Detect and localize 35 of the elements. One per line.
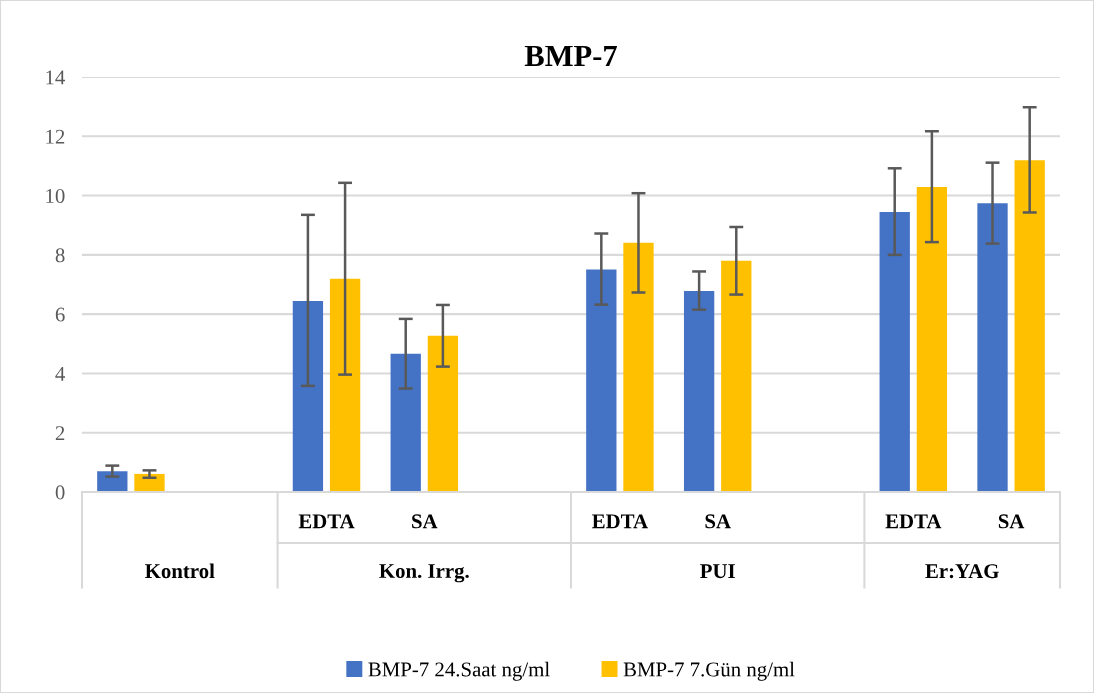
x-tick-label: EDTA bbox=[885, 514, 942, 529]
y-tick-label: 2 bbox=[55, 426, 65, 440]
text: Kontrol bbox=[145, 563, 215, 579]
x-tick-label: EDTA bbox=[592, 514, 648, 529]
bar bbox=[292, 301, 324, 492]
text: Kon. Irrg. bbox=[379, 564, 469, 583]
text: Er:YAG bbox=[925, 564, 999, 579]
y-tick-label: 14 bbox=[46, 70, 66, 85]
text: PUI bbox=[700, 564, 735, 579]
bar bbox=[721, 260, 752, 492]
bar bbox=[683, 291, 715, 492]
bar bbox=[586, 269, 617, 492]
x-tick-label: EDTA bbox=[298, 514, 355, 529]
x-tick-label: SA bbox=[998, 514, 1025, 529]
y-tick-label: 12 bbox=[46, 129, 65, 144]
x-tick-label: SA bbox=[705, 514, 731, 529]
bar bbox=[329, 278, 361, 492]
y-tick-label: 10 bbox=[46, 188, 65, 203]
y-tick-label: 6 bbox=[55, 307, 65, 322]
y-tick-label: 4 bbox=[55, 366, 66, 381]
bar bbox=[623, 242, 654, 492]
y-tick-label: 0 bbox=[55, 485, 65, 500]
legend-label: BMP-7 24.Saat ng/ml bbox=[368, 661, 550, 681]
bar bbox=[879, 211, 910, 492]
bar bbox=[134, 473, 165, 492]
chart-title: BMP-7 bbox=[524, 45, 617, 66]
x-tick-label: SA bbox=[412, 514, 438, 529]
bar bbox=[977, 203, 1008, 492]
y-tick-label: 8 bbox=[55, 248, 65, 263]
bar bbox=[916, 186, 948, 492]
bar bbox=[390, 353, 421, 492]
legend-label: BMP-7 7.Gün ng/ml bbox=[623, 661, 795, 681]
bar bbox=[1014, 160, 1045, 492]
bar bbox=[427, 335, 459, 492]
bar bbox=[97, 471, 128, 492]
